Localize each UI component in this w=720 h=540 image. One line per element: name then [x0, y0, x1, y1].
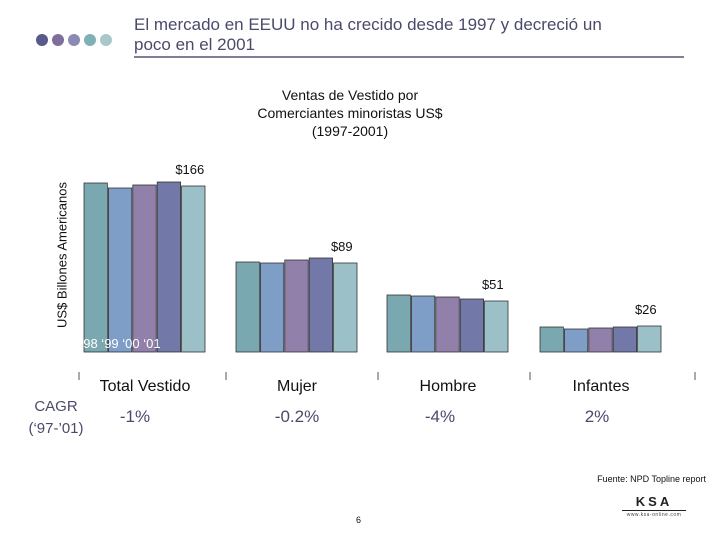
- bar-hombre-1999: [435, 296, 460, 353]
- bar-hombre-1997: [386, 294, 411, 353]
- header-dot-5: [100, 34, 112, 46]
- chart-title-line1: Ventas de Vestido por: [281, 87, 419, 103]
- ksa-logo: KSA www.ksa-online.com: [622, 494, 686, 518]
- page-title-line1: El mercado en EEUU no ha crecido desde 1…: [134, 15, 602, 34]
- cagr-label: CAGR (‘97-’01): [22, 396, 90, 440]
- logo-subtext: www.ksa-online.com: [626, 512, 682, 518]
- cagr-value-infantes: 2%: [584, 407, 610, 426]
- title-divider: [134, 56, 684, 58]
- cagr-value-mujer: -0.2%: [274, 407, 320, 426]
- chart-title: Ventas de Vestido por Comerciantes minor…: [200, 86, 500, 140]
- category-label-2: Hombre: [420, 378, 477, 395]
- bar-infantes-2001: [637, 325, 662, 353]
- cagr-label-line1: CAGR: [34, 398, 78, 415]
- bar-infantes-1998: [564, 328, 589, 353]
- bar-mujer-2000: [308, 257, 334, 353]
- bar-total-vestido-2001: [181, 185, 206, 353]
- category-label-1: Mujer: [277, 378, 318, 395]
- source-note: Fuente: NPD Topline report: [597, 474, 706, 484]
- page-title: El mercado en EEUU no ha crecido desde 1…: [134, 15, 694, 55]
- page-title-line2: poco en el 2001: [134, 35, 255, 54]
- cagr-label-line2: (‘97-’01): [28, 420, 84, 437]
- bar-infantes-2000: [612, 326, 638, 353]
- bar-hombre-1998: [410, 295, 436, 353]
- bar-total-vestido-1998: [108, 187, 133, 353]
- header-dots: [36, 34, 112, 46]
- header-dot-2: [52, 34, 64, 46]
- bar-total-vestido-1997: [83, 182, 108, 353]
- chart-title-line3: (1997-2001): [311, 123, 389, 139]
- page-number: 6: [356, 515, 362, 525]
- logo-text: KSA: [635, 494, 673, 509]
- bar-mujer-1998: [259, 262, 285, 353]
- bar-hombre-2001: [484, 300, 509, 353]
- bar-hombre-2000: [459, 298, 485, 353]
- cagr-value-total: -1%: [119, 407, 151, 426]
- bar-infantes-1997: [539, 326, 564, 353]
- category-label-0: Total Vestido: [100, 378, 191, 395]
- bar-infantes-1999: [588, 327, 613, 353]
- header-dot-4: [84, 34, 96, 46]
- header-dot-3: [68, 34, 80, 46]
- bar-total-vestido-1999: [132, 184, 157, 353]
- year-tick-labels: ‘97 ‘98 ‘99 ‘00 ‘01: [59, 336, 160, 351]
- bar-mujer-2001: [333, 262, 358, 353]
- bar-total-vestido-2000: [156, 181, 181, 353]
- bar-mujer-1997: [235, 261, 260, 353]
- value-label-1: $89: [331, 239, 353, 254]
- header-dot-1: [36, 34, 48, 46]
- cagr-value-hombre: -4%: [424, 407, 456, 426]
- value-label-0: $166: [175, 162, 204, 177]
- category-label-3: Infantes: [573, 378, 630, 395]
- logo-rule: [622, 510, 686, 511]
- value-label-3: $26: [635, 302, 657, 317]
- bar-mujer-1999: [284, 259, 309, 353]
- value-label-2: $51: [482, 277, 504, 292]
- chart-title-line2: Comerciantes minoristas US$: [257, 105, 443, 121]
